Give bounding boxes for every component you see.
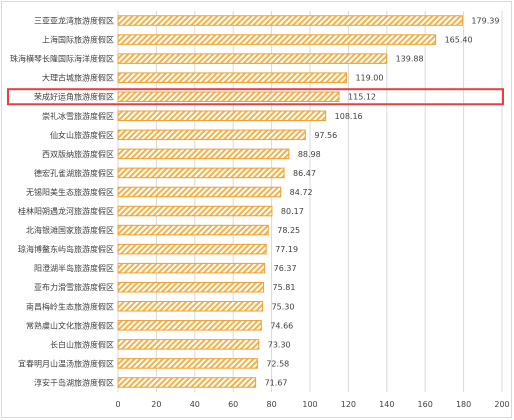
bar xyxy=(117,110,327,122)
value-label: 86.47 xyxy=(293,169,316,178)
bar xyxy=(117,281,265,293)
bar xyxy=(117,53,388,64)
bar xyxy=(117,320,262,331)
bar xyxy=(117,148,290,160)
category-label: 仙女山旅游度假区 xyxy=(50,130,114,140)
value-label: 71.67 xyxy=(265,378,288,387)
bar xyxy=(117,377,257,388)
category-label: 荣成好运角旅游度假区 xyxy=(34,92,114,102)
category-label: 上海国际旅游度假区 xyxy=(42,35,114,45)
value-label: 74.66 xyxy=(270,321,293,330)
category-label: 常熟虞山文化旅游度假区 xyxy=(26,320,114,330)
bar xyxy=(117,15,463,26)
value-label: 80.17 xyxy=(281,207,304,216)
bar xyxy=(117,339,260,350)
bar xyxy=(117,358,258,369)
bar xyxy=(117,91,340,102)
bar xyxy=(117,243,267,255)
x-tick-label: 160 xyxy=(418,400,433,409)
category-label: 西双版纳旅游度假区 xyxy=(42,149,114,159)
category-label: 长白山旅游度假区 xyxy=(50,339,114,349)
value-label: 115.12 xyxy=(348,93,376,102)
bar xyxy=(117,72,347,83)
value-label: 97.56 xyxy=(314,131,337,140)
bar xyxy=(117,167,285,179)
x-tick-label: 40 xyxy=(190,400,200,409)
value-label: 72.58 xyxy=(266,359,289,368)
bar xyxy=(117,301,264,312)
category-label: 德宏孔雀湖旅游度假区 xyxy=(34,168,114,178)
x-tick-label: 120 xyxy=(341,400,356,409)
category-label: 无锡阳美生态旅游度假区 xyxy=(26,187,114,197)
value-label: 88.98 xyxy=(298,150,321,159)
category-label: 三亚亚龙湾旅游度假区 xyxy=(34,16,114,26)
value-label: 139.88 xyxy=(396,55,424,64)
category-label: 阳澄湖半岛旅游度假区 xyxy=(34,263,114,273)
category-label: 琼海博鳌东屿岛旅游度假区 xyxy=(18,244,114,254)
value-label: 165.40 xyxy=(445,36,473,45)
highlight-box xyxy=(7,88,504,106)
x-tick-label: 0 xyxy=(115,400,120,409)
bar xyxy=(117,186,282,198)
x-tick-label: 100 xyxy=(302,400,317,409)
x-tick-label: 140 xyxy=(379,400,394,409)
x-tick-label: 20 xyxy=(151,400,161,409)
x-tick-label: 180 xyxy=(456,400,471,409)
value-label: 75.81 xyxy=(273,283,296,292)
value-label: 78.25 xyxy=(277,226,300,235)
value-label: 75.30 xyxy=(272,302,295,311)
value-label: 119.00 xyxy=(355,74,383,83)
x-tick-label: 80 xyxy=(267,400,277,409)
bar xyxy=(117,205,273,217)
value-label: 76.37 xyxy=(274,264,297,273)
category-label: 珠海横琴长隆国际海洋度假区 xyxy=(10,54,114,64)
category-label: 淳安千岛湖旅游度假区 xyxy=(34,377,114,387)
value-label: 108.16 xyxy=(335,112,363,121)
category-label: 崇礼冰雪旅游度假区 xyxy=(42,111,114,121)
category-label: 亚布力滑雪旅游度假区 xyxy=(34,282,114,292)
bar xyxy=(117,224,269,236)
value-label: 73.30 xyxy=(268,340,291,349)
category-label: 南昌梅岭生态旅游度假区 xyxy=(26,301,114,311)
category-label: 桂林阳朔遇龙河旅游度假区 xyxy=(18,206,114,216)
category-label: 大理古城旅游度假区 xyxy=(42,73,114,83)
value-label: 179.39 xyxy=(471,17,499,26)
bar xyxy=(117,34,437,45)
category-label: 北海银滩国家旅游度假区 xyxy=(26,225,114,235)
value-label: 84.72 xyxy=(290,188,313,197)
bar xyxy=(117,129,306,141)
category-label: 宜春明月山温汤旅游度假区 xyxy=(18,358,114,368)
x-tick-label: 60 xyxy=(228,400,238,409)
bar xyxy=(117,262,266,274)
value-label: 77.19 xyxy=(275,245,298,254)
x-tick-label: 200 xyxy=(494,400,509,409)
